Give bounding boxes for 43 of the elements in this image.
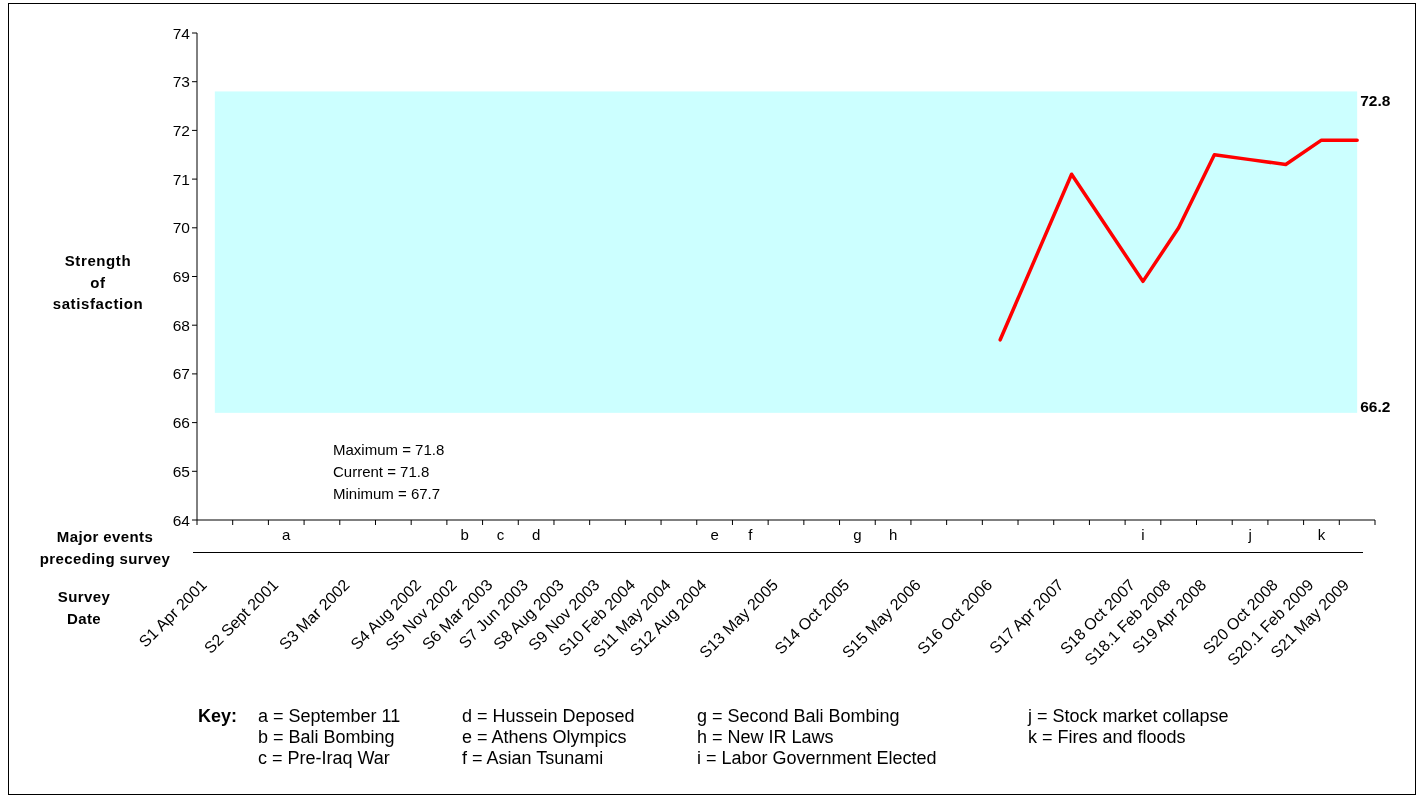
text: e: [710, 526, 719, 543]
y-tick-label: 69: [172, 268, 190, 285]
text: c: [496, 526, 505, 543]
text: j: [1248, 526, 1252, 543]
text: e = Athens Olympics: [462, 727, 627, 748]
text: k: [1317, 526, 1326, 543]
y-tick-label: 71: [172, 170, 190, 188]
text: d: [531, 526, 541, 543]
text: i = Labor Government Elected: [697, 748, 937, 769]
text: i: [1141, 526, 1145, 543]
text: j = Stock market collapse: [1028, 706, 1229, 726]
annotation: Maximum = 71.8: [333, 441, 445, 458]
text: b: [460, 526, 469, 543]
text: 66.2: [1360, 397, 1391, 415]
y-tick-label: 64: [172, 511, 191, 529]
text: h = New IR Laws: [697, 727, 834, 748]
annotation: Minimum = 67.7: [333, 485, 441, 502]
text: a: [282, 526, 291, 543]
text: g: [853, 526, 862, 543]
y-tick-label: 74: [172, 24, 191, 42]
text: h: [888, 526, 898, 543]
text: a = September 11: [258, 706, 401, 726]
text: f: [748, 526, 753, 543]
y-axis-title: Strength of satisfaction: [52, 252, 144, 312]
text: k = Fires and floods: [1028, 727, 1186, 748]
y-tick-label: 68: [172, 316, 190, 334]
text: 72.8: [1360, 92, 1391, 110]
text: f = Asian Tsunami: [462, 748, 604, 769]
y-tick-label: 73: [172, 73, 190, 91]
annotation: Current = 71.8: [333, 463, 430, 480]
x-axis-title: Survey Date: [57, 588, 111, 627]
y-tick-label: 70: [172, 219, 191, 237]
text: c = Pre-Iraq War: [258, 748, 390, 769]
text: Major events preceding survey: [39, 528, 171, 567]
y-tick-label: 66: [172, 414, 190, 432]
y-tick-label: 72: [172, 121, 190, 139]
y-tick-label: 67: [172, 365, 190, 383]
text: b = Bali Bombing: [258, 727, 395, 748]
text: d = Hussein Deposed: [462, 706, 635, 726]
text: Key:: [198, 706, 238, 726]
text: g = Second Bali Bombing: [697, 706, 900, 726]
line-series: [998, 138, 1359, 342]
y-tick-label: 65: [172, 462, 190, 480]
